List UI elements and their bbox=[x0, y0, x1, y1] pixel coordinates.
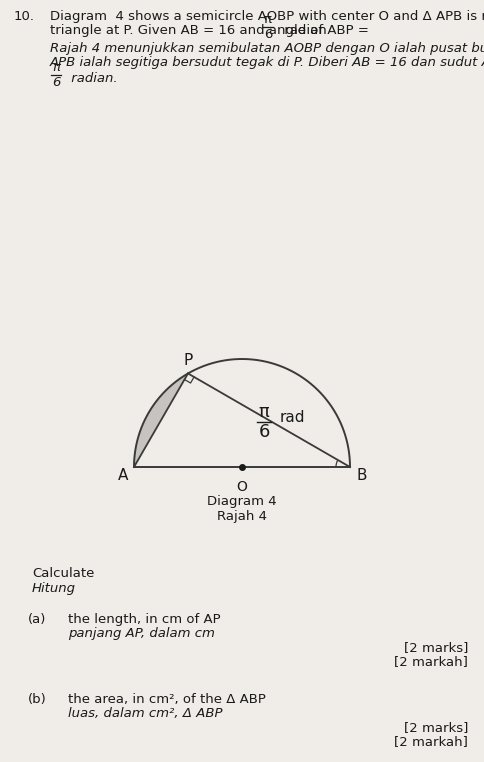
Text: the area, in cm², of the Δ ABP: the area, in cm², of the Δ ABP bbox=[68, 693, 266, 706]
Text: [2 markah]: [2 markah] bbox=[394, 655, 468, 668]
Text: Diagram 4: Diagram 4 bbox=[207, 495, 277, 508]
Polygon shape bbox=[134, 373, 188, 467]
Text: Rajah 4 menunjukkan semibulatan AOBP dengan O ialah pusat bulatan dan Δ: Rajah 4 menunjukkan semibulatan AOBP den… bbox=[50, 42, 484, 55]
Text: 6: 6 bbox=[258, 423, 270, 441]
Text: [2 markah]: [2 markah] bbox=[394, 735, 468, 748]
Text: triangle at P. Given AB = 16 and angle of ABP =: triangle at P. Given AB = 16 and angle o… bbox=[50, 24, 373, 37]
Text: the length, in cm of AP: the length, in cm of AP bbox=[68, 613, 221, 626]
Text: B: B bbox=[356, 468, 366, 483]
Text: [2 marks]: [2 marks] bbox=[404, 641, 468, 654]
Text: π: π bbox=[52, 61, 60, 74]
Text: panjang AP, dalam cm: panjang AP, dalam cm bbox=[68, 627, 215, 640]
Text: luas, dalam cm², Δ ABP: luas, dalam cm², Δ ABP bbox=[68, 707, 223, 720]
Text: (a): (a) bbox=[28, 613, 46, 626]
Text: Hitung: Hitung bbox=[32, 582, 76, 595]
Text: radian: radian bbox=[280, 24, 327, 37]
Text: π: π bbox=[258, 403, 270, 421]
Text: radian.: radian. bbox=[67, 72, 118, 85]
Text: 10.: 10. bbox=[14, 10, 35, 23]
Text: APB ialah segitiga bersudut tegak di P. Diberi AB = 16 dan sudut ABP =: APB ialah segitiga bersudut tegak di P. … bbox=[50, 56, 484, 69]
Text: π: π bbox=[264, 13, 272, 26]
Text: O: O bbox=[237, 480, 247, 494]
Text: P: P bbox=[183, 354, 193, 369]
Text: rad: rad bbox=[280, 411, 305, 425]
Text: Diagram  4 shows a semicircle AOBP with center O and Δ APB is right angle: Diagram 4 shows a semicircle AOBP with c… bbox=[50, 10, 484, 23]
Text: Rajah 4: Rajah 4 bbox=[217, 510, 267, 523]
Text: 6: 6 bbox=[264, 28, 272, 41]
Text: 6: 6 bbox=[52, 76, 60, 89]
Text: (b): (b) bbox=[28, 693, 47, 706]
Text: [2 marks]: [2 marks] bbox=[404, 721, 468, 734]
Text: A: A bbox=[118, 468, 128, 483]
Text: Calculate: Calculate bbox=[32, 567, 94, 580]
